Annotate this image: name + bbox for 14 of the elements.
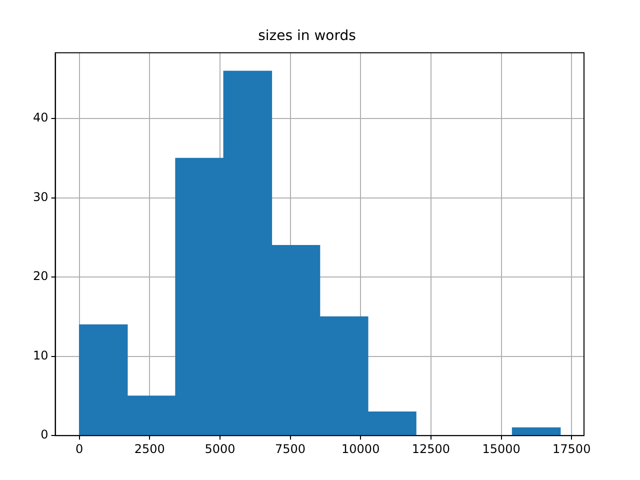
chart-title: sizes in words	[258, 28, 356, 44]
x-tick-label: 15000	[482, 442, 520, 456]
y-tick-label: 20	[32, 269, 48, 284]
x-tick-label: 12500	[412, 442, 450, 456]
y-tick-label: 10	[32, 348, 48, 362]
y-tick-label: 30	[32, 190, 48, 204]
y-tick-label: 40	[32, 110, 48, 125]
x-tick-label: 5000	[204, 442, 236, 456]
y-tick-label: 0	[40, 428, 48, 442]
x-tick-label: 10000	[342, 442, 380, 456]
x-tick-label: 17500	[552, 442, 591, 456]
x-tick-label: 7500	[275, 442, 306, 456]
x-tick-label: 0	[75, 442, 84, 456]
x-tick-label: 2500	[134, 442, 165, 456]
